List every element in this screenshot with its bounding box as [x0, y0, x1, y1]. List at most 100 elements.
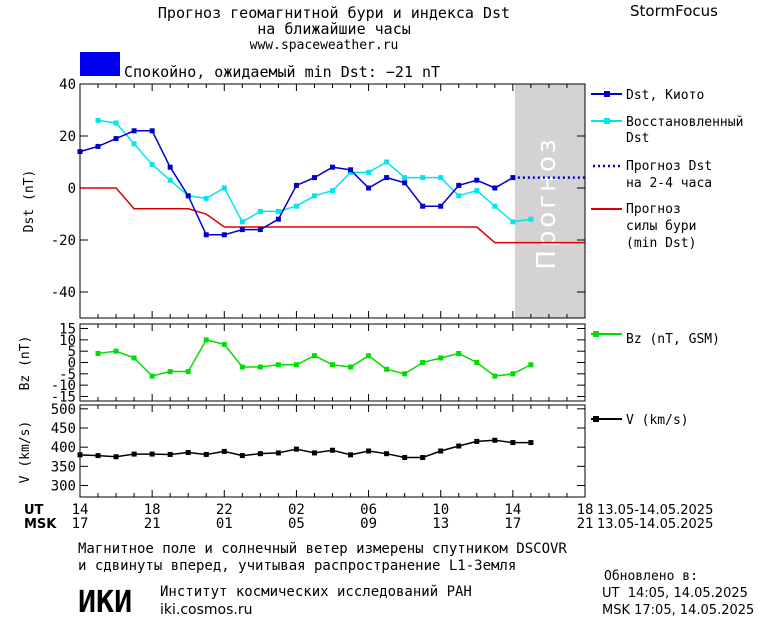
v-line-point	[113, 454, 119, 460]
bz-line-point	[113, 348, 119, 354]
site-url[interactable]: www.spaceweather.ru	[250, 38, 399, 53]
restored-dst-line-point	[311, 193, 317, 199]
dst-kyoto-line-point	[95, 143, 101, 149]
restored-dst-line-point	[420, 175, 426, 181]
restored-dst-line-point	[275, 208, 281, 214]
v-line-point	[149, 451, 155, 457]
bz-line-point	[149, 373, 155, 379]
msk-tick-label: 09	[360, 516, 377, 532]
msk-tick-label: 01	[216, 516, 233, 532]
chart-subtitle: на ближайшие часы	[257, 20, 411, 38]
dst-kyoto-line-point	[311, 175, 317, 181]
legend-v-marker	[593, 416, 599, 422]
legend-storm-line2: силы бури	[626, 219, 696, 234]
v-line-point	[492, 437, 498, 443]
brand-name: StormFocus	[630, 2, 718, 20]
bz-line-point	[402, 371, 408, 377]
ut-tick-label: 18	[144, 502, 161, 518]
institute-name: Институт космических исследований РАН	[160, 584, 472, 600]
bz-line-point	[185, 369, 191, 375]
dst-series	[77, 117, 585, 244]
bz-line-point	[311, 353, 317, 359]
restored-dst-line-point	[257, 208, 263, 214]
v-line-point	[348, 452, 354, 458]
iki-logo[interactable]: ИКИ	[78, 585, 132, 620]
dst-kyoto-line-point	[456, 182, 462, 188]
bz-line-point	[95, 350, 101, 356]
bz-line-point	[330, 362, 335, 368]
ut-tick-label: 14	[72, 502, 89, 518]
dst-kyoto-line	[79, 130, 514, 236]
ut-tick-label: 14	[504, 502, 521, 518]
dst-ytick-label: -20	[51, 233, 76, 249]
dst-kyoto-line-point	[366, 185, 372, 191]
dst-kyoto-line-point	[402, 180, 408, 186]
restored-dst-line-point	[528, 216, 534, 222]
status-text: Спокойно, ожидаемый min Dst: −21 nT	[124, 63, 440, 81]
v-line-point	[293, 446, 299, 452]
bz-line-point	[293, 362, 299, 368]
v-ytick-label: 500	[51, 402, 76, 418]
restored-dst-line-point	[348, 169, 354, 175]
legend-restored-line2: Dst	[626, 131, 649, 146]
bz-line-point	[420, 360, 426, 365]
ut-tick-label: 02	[288, 502, 305, 518]
legend-dst-kyoto: Dst, Киото	[626, 88, 704, 103]
updated-label: Обновлено в:	[604, 569, 698, 584]
msk-range: 13.05-14.05.2025	[597, 517, 713, 532]
updated-msk: MSK 17:05, 14.05.2025	[602, 603, 754, 618]
msk-tick-label: 21	[144, 516, 161, 532]
dst-kyoto-line-point	[239, 227, 245, 233]
bz-ytick-label: 5	[68, 344, 76, 360]
v-line-point	[474, 438, 480, 444]
v-line-point	[510, 440, 516, 446]
dst-kyoto-line-point	[492, 185, 498, 191]
restored-dst-line-point	[203, 195, 209, 201]
v-ytick-label: 350	[51, 459, 76, 475]
time-axis: UT MSK 13.05-14.05.2025 13.05-14.05.2025…	[24, 502, 713, 532]
bz-axis-label: Bz (nT)	[18, 336, 33, 391]
dst-ytick-label: 20	[59, 129, 76, 145]
v-line-point	[311, 450, 317, 456]
restored-dst-line-point	[438, 175, 444, 181]
msk-tick-label: 21	[577, 516, 594, 532]
status-indicator	[80, 52, 120, 76]
restored-dst-line-point	[456, 193, 462, 199]
restored-dst-line	[97, 119, 531, 223]
bz-line-point	[492, 373, 498, 379]
v-ytick-label: 300	[51, 479, 76, 495]
v-series	[77, 437, 534, 461]
restored-dst-line-point	[131, 141, 137, 147]
legend-dst-kyoto-marker	[604, 91, 610, 97]
msk-tick-label: 05	[288, 516, 305, 532]
restored-dst-line-point	[239, 219, 245, 225]
bz-line-point	[275, 362, 281, 368]
bz-ytick-label: 10	[59, 333, 76, 349]
bz-ytick-label: -5	[59, 367, 76, 383]
v-panel: 300 350 400 450 500 V (km/s)	[18, 402, 586, 498]
restored-dst-line-point	[510, 219, 516, 225]
legend-forecast-line2: на 2-4 часа	[626, 176, 712, 191]
v-line-point	[221, 448, 227, 454]
bz-line-point	[239, 364, 245, 370]
restored-dst-line-point	[474, 188, 480, 194]
legend-restored-marker	[604, 118, 610, 124]
msk-tick-label: 17	[72, 516, 89, 532]
institute-url[interactable]: iki.cosmos.ru	[160, 602, 252, 618]
dst-kyoto-line-point	[149, 128, 155, 134]
v-axis-label: V (km/s)	[18, 421, 33, 484]
legend-restored-line1: Восстановленный	[626, 115, 743, 130]
bz-line-point	[221, 341, 227, 347]
forecast-zone	[515, 84, 585, 318]
v-line-point	[95, 453, 101, 459]
v-axis-ticks: 300 350 400 450 500	[51, 402, 586, 497]
restored-dst-line-point	[293, 203, 299, 209]
ut-tick-label: 06	[360, 502, 377, 518]
legend-bz: Bz (nT, GSM)	[626, 332, 720, 347]
legend-bz-marker	[593, 331, 599, 337]
dst-panel: Прогноз -40 -20 0 20 40 Dst (nT)	[22, 77, 586, 319]
bz-line-point	[366, 353, 372, 359]
restored-dst-line-point	[149, 162, 155, 168]
